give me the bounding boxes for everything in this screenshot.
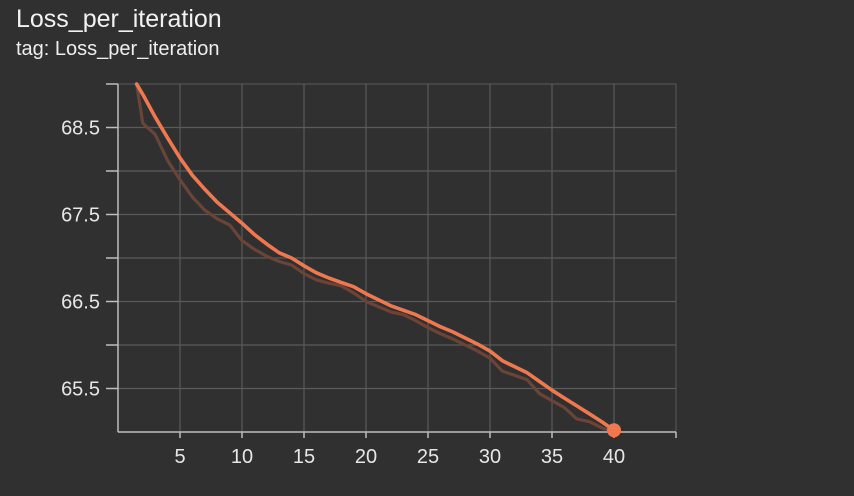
- axes: [106, 83, 677, 438]
- chart-tag: tag: Loss_per_iteration: [16, 38, 220, 60]
- x-tick-label: 30: [479, 446, 501, 468]
- tick-labels: 5 10 15 20 25 30 35 40 65.5 66.5 67.5 68.5: [61, 118, 625, 469]
- chart-title: Loss_per_iteration: [16, 5, 222, 33]
- y-tick-label: 65.5: [61, 379, 100, 401]
- y-tick-label: 67.5: [61, 205, 100, 227]
- x-tick-label: 40: [603, 446, 625, 468]
- x-tick-label: 25: [417, 446, 439, 468]
- last-point-marker: [607, 423, 621, 438]
- y-tick-label: 68.5: [61, 118, 100, 140]
- series-lines: [134, 82, 621, 438]
- x-tick-label: 15: [293, 446, 315, 468]
- smoothed-series-line: [134, 82, 616, 433]
- x-tick-label: 10: [231, 446, 253, 468]
- x-tick-label: 20: [355, 446, 377, 468]
- raw-series-line: [135, 82, 616, 434]
- grid: [117, 83, 677, 433]
- y-tick-label: 66.5: [61, 292, 100, 314]
- x-tick-label: 35: [541, 446, 563, 468]
- x-tick-label: 5: [174, 446, 185, 468]
